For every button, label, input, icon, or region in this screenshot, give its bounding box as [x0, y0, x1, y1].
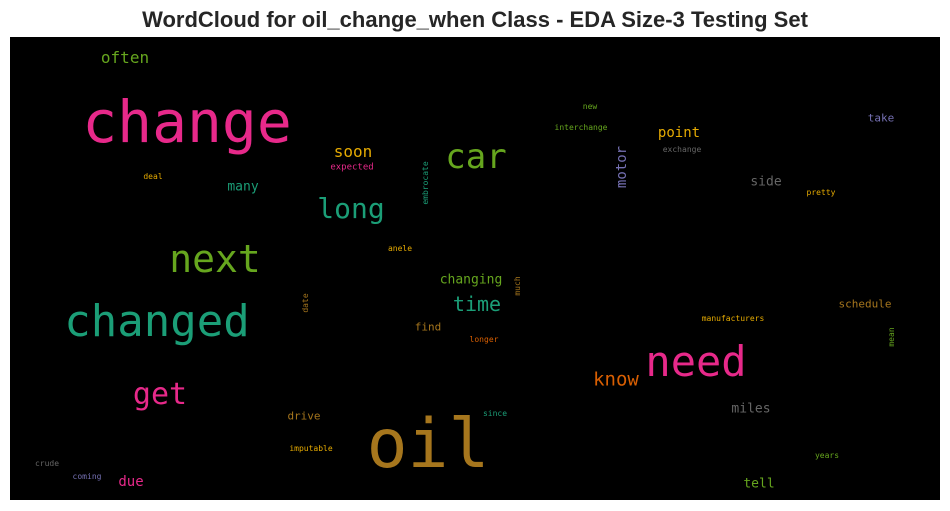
word-get: get: [132, 377, 188, 412]
word-pretty: pretty: [806, 188, 836, 197]
word-next: next: [169, 237, 261, 281]
word-point: point: [657, 125, 701, 141]
word-date: date: [301, 293, 310, 313]
word-crude: crude: [34, 459, 60, 468]
word-mean: mean: [887, 327, 896, 347]
word-exchange: exchange: [662, 145, 702, 154]
word-take: take: [867, 111, 895, 125]
word-long: long: [317, 192, 385, 225]
figure-title: WordCloud for oil_change_when Class - ED…: [142, 7, 808, 32]
word-tell: tell: [743, 476, 775, 492]
word-many: many: [227, 179, 259, 195]
word-know: know: [593, 368, 639, 391]
word-car: car: [445, 137, 507, 177]
word-much: much: [513, 276, 522, 296]
wordcloud-canvas: change oil need changed next car long get time kn…: [10, 37, 940, 500]
word-miles: miles: [731, 401, 771, 417]
word-often: often: [100, 48, 150, 67]
word-imputable: imputable: [289, 444, 333, 453]
word-motor: motor: [614, 145, 630, 189]
word-schedule: schedule: [838, 297, 892, 311]
word-expected: expected: [330, 162, 374, 173]
word-find: find: [414, 320, 442, 334]
word-since: since: [482, 409, 508, 418]
word-drive: drive: [287, 409, 321, 423]
word-time: time: [452, 292, 502, 316]
word-anele: anele: [387, 244, 413, 253]
word-longer: longer: [469, 335, 499, 344]
word-oil: oil: [366, 405, 490, 484]
word-side: side: [750, 174, 782, 190]
word-interchange: interchange: [554, 123, 608, 132]
word-years: years: [814, 451, 840, 460]
word-coming: coming: [72, 472, 102, 481]
word-deal: deal: [143, 172, 163, 181]
word-manufacturers: manufacturers: [701, 314, 765, 323]
word-embrocate: embrocate: [421, 161, 430, 205]
word-need: need: [645, 337, 747, 386]
word-changed: changed: [64, 296, 250, 347]
word-changing: changing: [439, 272, 503, 288]
word-change: change: [82, 88, 292, 156]
word-soon: soon: [333, 142, 373, 161]
word-due: due: [118, 474, 144, 490]
word-new: new: [582, 102, 598, 111]
